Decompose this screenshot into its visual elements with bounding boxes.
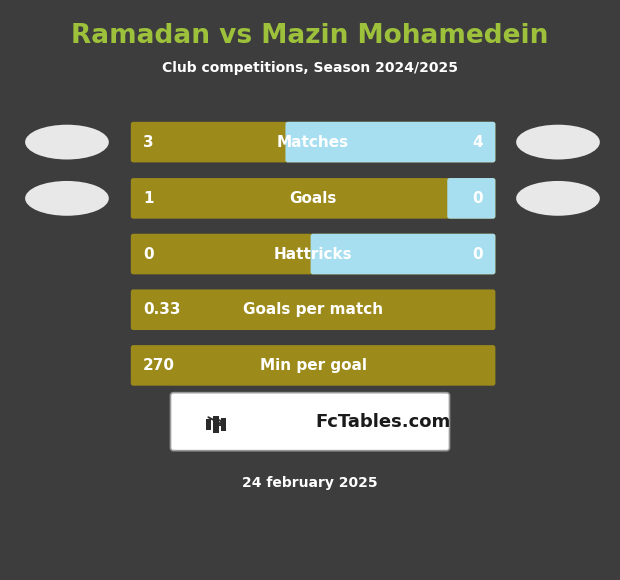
FancyBboxPatch shape [131, 122, 495, 162]
FancyBboxPatch shape [170, 393, 450, 451]
Ellipse shape [25, 181, 109, 216]
Text: FcTables.com: FcTables.com [315, 412, 450, 431]
Bar [206, 419, 211, 430]
Text: Goals: Goals [290, 191, 337, 206]
FancyBboxPatch shape [131, 289, 495, 330]
Text: Matches: Matches [277, 135, 349, 150]
Ellipse shape [516, 181, 600, 216]
Text: Goals per match: Goals per match [243, 302, 383, 317]
Text: Ramadan vs Mazin Mohamedein: Ramadan vs Mazin Mohamedein [71, 23, 549, 49]
Text: 0: 0 [472, 246, 483, 262]
FancyBboxPatch shape [131, 345, 495, 386]
FancyBboxPatch shape [285, 122, 495, 162]
FancyBboxPatch shape [131, 178, 495, 219]
FancyBboxPatch shape [311, 234, 495, 274]
Bar [221, 418, 226, 431]
Text: 0: 0 [472, 191, 483, 206]
Ellipse shape [25, 125, 109, 160]
FancyBboxPatch shape [447, 178, 495, 219]
Text: 1: 1 [143, 191, 154, 206]
FancyBboxPatch shape [131, 234, 495, 274]
Text: Hattricks: Hattricks [274, 246, 352, 262]
Text: Min per goal: Min per goal [260, 358, 366, 373]
Text: Club competitions, Season 2024/2025: Club competitions, Season 2024/2025 [162, 61, 458, 75]
Text: 4: 4 [472, 135, 483, 150]
Text: 270: 270 [143, 358, 175, 373]
Text: 24 february 2025: 24 february 2025 [242, 476, 378, 490]
Ellipse shape [516, 125, 600, 160]
Text: 0.33: 0.33 [143, 302, 180, 317]
Text: 0: 0 [143, 246, 154, 262]
Text: 3: 3 [143, 135, 154, 150]
Bar [213, 416, 219, 433]
